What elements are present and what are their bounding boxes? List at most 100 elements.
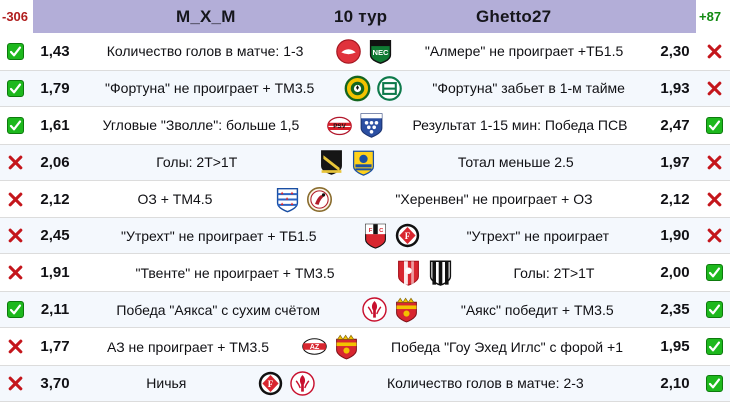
right-bet-text: Тотал меньше 2.5 <box>457 154 574 171</box>
match-crests: AZ <box>297 331 363 362</box>
table-row: 2,11 Победа "Аякса" с сухим счётом "Аякс" … <box>0 291 730 329</box>
svg-text:NEC: NEC <box>372 48 389 57</box>
match-crests <box>357 294 423 325</box>
svg-text:F: F <box>405 231 411 241</box>
left-bet-text: "Твенте" не проиграет + ТМ3.5 <box>135 264 335 281</box>
right-result-cross-red-icon <box>699 154 730 171</box>
right-odds: 2,35 <box>660 301 690 319</box>
club-crest-fc-twente <box>394 257 423 288</box>
club-crest-sc-heerenveen <box>273 184 302 215</box>
match-crests <box>271 184 337 215</box>
bet-rows-container: 1,43 Количество голов в матче: 1-3 NEC "Алм… <box>0 33 730 402</box>
left-bet-text: Голы: 2Т>1Т <box>156 154 238 171</box>
left-odds: 2,12 <box>40 190 70 208</box>
left-odds: 1,43 <box>40 42 70 60</box>
table-row: 2,06 Голы: 2Т>1Т Тотал меньше 2.5 1,97 <box>0 143 730 181</box>
right-odds: 1,90 <box>660 227 690 245</box>
right-team-score: +87 <box>696 0 730 33</box>
left-bet-text: "Фортуна" не проиграет + ТМ3.5 <box>105 80 315 97</box>
left-result-cross-red-icon <box>0 191 31 208</box>
club-crest-feyenoord: F <box>393 220 422 251</box>
right-odds: 1,97 <box>660 153 690 171</box>
right-odds: 2,00 <box>660 264 690 282</box>
right-odds: 2,12 <box>660 190 690 208</box>
left-result-cross-red-icon <box>0 375 31 392</box>
right-bet-text: Голы: 2Т>1Т <box>513 264 595 281</box>
right-odds: 1,95 <box>660 338 690 356</box>
right-result-cross-red-icon <box>699 191 730 208</box>
right-bet-text: Количество голов в матче: 2-3 <box>386 375 584 392</box>
club-crest-psv-eindhoven: PSV <box>325 110 354 141</box>
left-bet-text: Угловые "Зволле": больше 1,5 <box>102 117 300 134</box>
left-odds: 2,06 <box>40 153 70 171</box>
table-row: 3,70 Ничья F Количество голов в матче: 2-3 2… <box>0 365 730 402</box>
left-result-check-green-icon <box>0 79 31 97</box>
club-crest-nac-breda <box>317 147 346 178</box>
club-crest-rkc-waalwijk <box>349 147 378 178</box>
header-band: -306 M_X_M 10 тур Ghetto27 +87 <box>0 0 730 33</box>
left-odds: 1,61 <box>40 116 70 134</box>
right-result-check-green-icon <box>699 116 730 134</box>
header-bar: M_X_M 10 тур Ghetto27 <box>33 0 696 33</box>
table-row: 1,43 Количество голов в матче: 1-3 NEC "Алм… <box>0 33 730 70</box>
table-row: 2,12 ОЗ + ТМ4.5 "Херенвен" не проиграет + … <box>0 180 730 218</box>
table-row: 1,79 "Фортуна" не проиграет + ТМ3.5 "Форту… <box>0 69 730 107</box>
right-bet-text: "Аякс" победит + ТМ3.5 <box>460 301 614 318</box>
club-crest-sparta-rotterdam <box>305 184 334 215</box>
left-result-cross-red-icon <box>0 154 31 171</box>
match-crests <box>391 257 457 288</box>
club-crest-go-ahead-eagles <box>392 294 421 325</box>
left-result-check-green-icon <box>0 301 31 319</box>
club-crest-ajax <box>288 368 317 399</box>
left-odds: 2,45 <box>40 227 70 245</box>
club-crest-groningen <box>375 73 404 104</box>
left-bet-text: АЗ не проиграет + ТМ3.5 <box>107 338 269 355</box>
club-crest-nec-nijmegen: NEC <box>366 36 395 67</box>
club-crest-az-alkmaar: AZ <box>300 331 329 362</box>
right-result-cross-red-icon <box>699 43 730 60</box>
right-odds: 2,47 <box>660 116 690 134</box>
right-bet-text: "Фортуна" забьет в 1-м тайме <box>432 80 625 97</box>
match-crests <box>315 147 381 178</box>
left-result-cross-red-icon <box>0 338 31 355</box>
club-crest-ajax <box>360 294 389 325</box>
left-bet-text: Ничья <box>146 375 187 392</box>
club-crest-fortuna-sittard <box>343 73 372 104</box>
svg-text:AZ: AZ <box>309 342 319 351</box>
left-result-check-green-icon <box>0 116 31 134</box>
club-crest-go-ahead-eagles <box>332 331 361 362</box>
right-result-check-green-icon <box>699 374 730 392</box>
header-team-left: M_X_M <box>176 6 236 26</box>
table-row: 2,45 "Утрехт" не проиграет + ТБ1.5 F C F "Утр… <box>0 217 730 255</box>
left-odds: 1,77 <box>40 338 70 356</box>
right-result-cross-red-icon <box>699 80 730 97</box>
left-odds: 1,79 <box>40 79 70 97</box>
club-crest-heracles-almelo <box>426 257 455 288</box>
left-odds: 3,70 <box>40 374 70 392</box>
header-round: 10 тур <box>334 6 388 26</box>
left-bet-text: ОЗ + ТМ4.5 <box>137 191 213 207</box>
svg-text:C: C <box>379 228 384 234</box>
club-crest-kuip-red-circle <box>334 36 363 67</box>
right-bet-text: Победа "Гоу Эхед Иглс" с форой +1 <box>391 338 623 355</box>
right-bet-text: "Херенвен" не проиграет + ОЗ <box>395 191 593 207</box>
table-row: 1,77 АЗ не проиграет + ТМ3.5 AZ Победа "Гоу… <box>0 328 730 366</box>
club-crest-pec-zwolle <box>357 110 386 141</box>
right-result-cross-red-icon <box>699 227 730 244</box>
club-crest-feyenoord: F <box>256 368 285 399</box>
right-result-check-green-icon <box>699 338 730 356</box>
match-crests: F <box>254 368 320 399</box>
left-team-score: -306 <box>0 0 33 33</box>
match-crests <box>340 73 406 104</box>
left-result-check-green-icon <box>0 42 31 60</box>
table-row: 1,91 "Твенте" не проиграет + ТМ3.5 Голы: 2… <box>0 254 730 292</box>
left-bet-text: "Утрехт" не проиграет + ТБ1.5 <box>120 227 317 244</box>
right-result-check-green-icon <box>699 301 730 319</box>
left-bet-text: Количество голов в матче: 1-3 <box>106 43 304 60</box>
right-odds: 2,10 <box>660 374 690 392</box>
right-odds: 2,30 <box>660 42 690 60</box>
left-result-cross-red-icon <box>0 264 31 281</box>
svg-text:PSV: PSV <box>334 123 347 130</box>
